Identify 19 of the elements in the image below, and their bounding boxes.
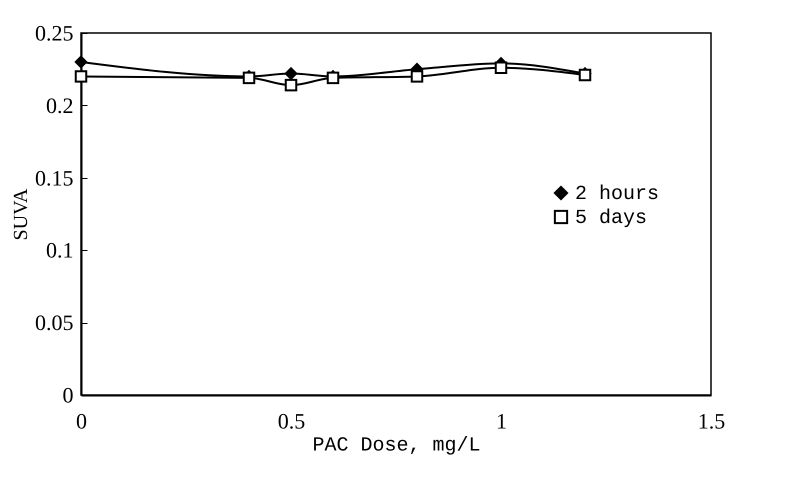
x-axis-title: PAC Dose, mg/L <box>312 434 481 458</box>
y-tick-label: 0.05 <box>35 310 74 336</box>
y-tick-label: 0.15 <box>35 165 74 190</box>
x-tick-label: 1.5 <box>698 408 726 434</box>
y-tick-label: 0.25 <box>35 20 74 46</box>
x-tick-label: 1 <box>496 408 507 434</box>
point <box>74 70 88 83</box>
y-tick-label: 0 <box>62 382 74 408</box>
y-tick-label: 0.1 <box>46 238 74 263</box>
point <box>74 56 88 68</box>
point <box>284 78 298 92</box>
x-tick-label: 0.5 <box>278 408 306 434</box>
point <box>494 62 508 74</box>
legend-label: 2 hours <box>575 183 660 206</box>
y-tick-label: 0.2 <box>46 92 74 118</box>
legend-label: 5 days <box>575 207 648 230</box>
point <box>410 70 424 83</box>
point <box>284 67 298 80</box>
y-axis-title: SUVA <box>10 188 32 240</box>
